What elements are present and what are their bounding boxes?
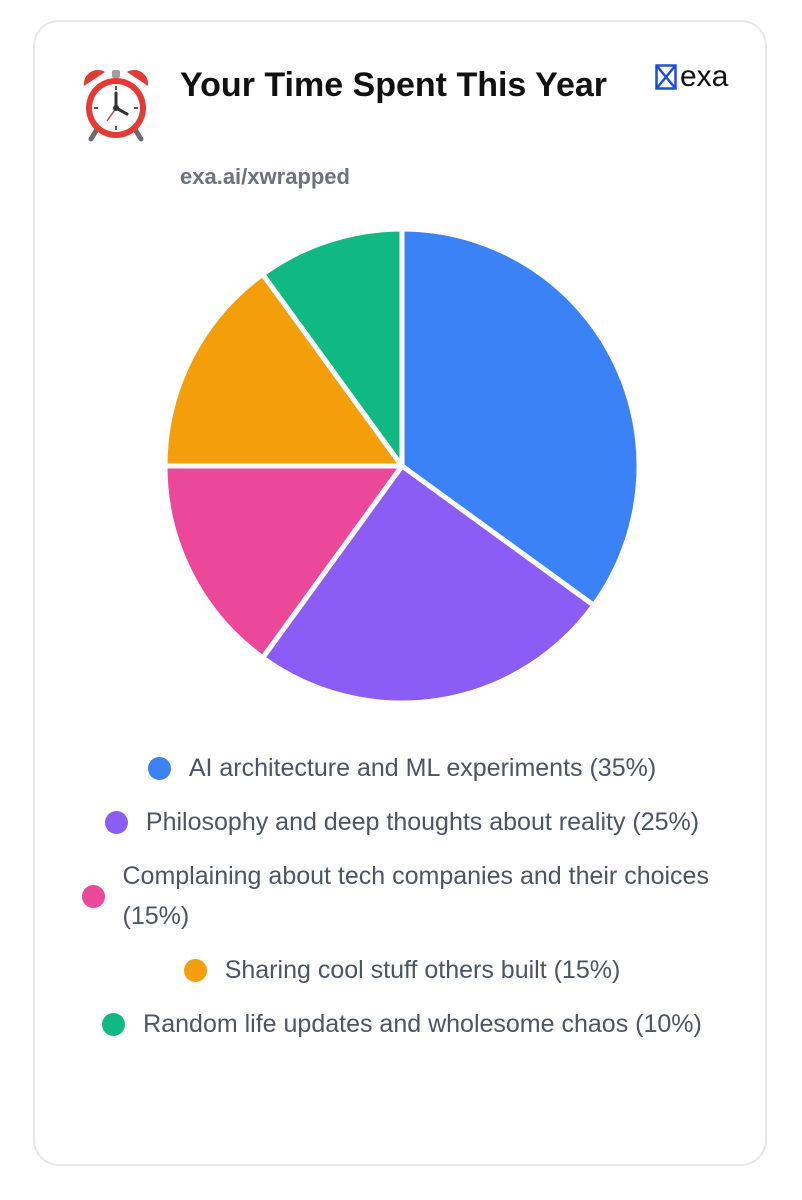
brand-name: exa	[680, 60, 729, 93]
card-title: Your Time Spent This Year	[180, 66, 608, 104]
time-spent-card: Your Time Spent This Year exa.ai/xwrappe…	[33, 20, 767, 1166]
legend-dot	[81, 884, 105, 908]
pie-slice-1[interactable]	[399, 226, 642, 608]
legend-label: Complaining about tech companies and the…	[122, 862, 709, 930]
legend-dot	[183, 958, 207, 982]
pie-slice-4[interactable]	[162, 271, 405, 469]
pie-chart	[162, 226, 642, 706]
chart-legend: AI architecture and ML experiments (35%)…	[65, 748, 739, 1058]
legend-item[interactable]: Philosophy and deep thoughts about reali…	[65, 802, 739, 842]
source-url[interactable]: exa.ai/xwrapped	[180, 164, 350, 189]
pie-slice-5[interactable]	[260, 226, 405, 469]
legend-label: Sharing cool stuff others built (15%)	[224, 956, 621, 984]
legend-label: Random life updates and wholesome chaos …	[143, 1010, 702, 1038]
legend-label: AI architecture and ML experiments (35%)	[188, 754, 657, 782]
exa-brand[interactable]: exa	[655, 60, 728, 94]
pie-slice-3[interactable]	[162, 463, 405, 661]
legend-dot	[147, 756, 171, 780]
legend-dot	[104, 810, 128, 834]
alarm-clock-icon	[83, 70, 149, 142]
pie-slice-2[interactable]	[260, 463, 597, 706]
legend-item[interactable]: Sharing cool stuff others built (15%)	[65, 950, 739, 990]
legend-item[interactable]: AI architecture and ML experiments (35%)	[65, 748, 739, 788]
exa-logo-icon	[655, 64, 677, 90]
legend-dot	[102, 1012, 126, 1036]
legend-label: Philosophy and deep thoughts about reali…	[145, 808, 700, 836]
legend-item[interactable]: Random life updates and wholesome chaos …	[65, 1004, 739, 1044]
legend-item[interactable]: Complaining about tech companies and the…	[65, 856, 739, 936]
